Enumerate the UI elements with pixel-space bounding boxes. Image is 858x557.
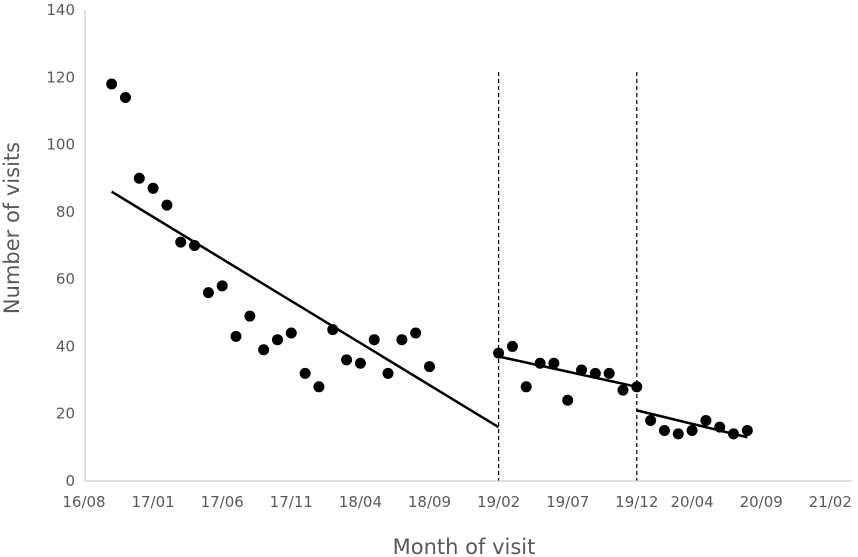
x-tick-label: 17/01 — [131, 493, 174, 511]
data-point — [396, 334, 408, 346]
data-point — [106, 78, 118, 90]
axes — [84, 10, 852, 482]
data-point — [714, 421, 726, 433]
data-point — [672, 428, 684, 440]
data-point — [645, 414, 657, 426]
x-tick-label: 19/02 — [477, 493, 520, 511]
data-point — [631, 381, 643, 393]
data-point — [506, 340, 518, 352]
data-points — [106, 78, 753, 440]
data-point — [230, 330, 242, 342]
data-point — [202, 287, 214, 299]
y-tick-label: 20 — [56, 405, 75, 423]
data-point — [658, 425, 670, 437]
data-point — [244, 310, 256, 322]
x-tick-label: 19/07 — [546, 493, 589, 511]
x-tick-labels: 16/08 17/01 17/06 17/11 18/04 18/09 19/02 19/07… — [62, 493, 852, 511]
data-point — [728, 428, 740, 440]
data-point — [700, 414, 712, 426]
x-tick-label: 18/04 — [339, 493, 382, 511]
x-tick-label: 20/04 — [670, 493, 713, 511]
x-tick-label: 16/08 — [62, 493, 105, 511]
y-tick-labels: 0 20 40 60 80 100 120 140 — [46, 1, 75, 490]
data-point — [686, 425, 698, 437]
data-point — [271, 334, 283, 346]
data-point — [147, 182, 159, 194]
y-tick-label: 120 — [46, 68, 75, 86]
data-point — [424, 361, 435, 373]
data-point — [576, 364, 588, 376]
x-tick-label: 21/02 — [809, 493, 852, 511]
x-tick-label: 17/06 — [201, 493, 244, 511]
y-tick-label: 60 — [56, 270, 75, 288]
trend-line — [110, 190, 500, 429]
x-tick-label: 17/11 — [270, 493, 313, 511]
data-point — [216, 280, 228, 292]
data-point — [175, 236, 187, 248]
data-point — [133, 172, 145, 184]
x-tick-label: 18/09 — [408, 493, 451, 511]
data-point — [562, 394, 574, 406]
data-point — [354, 357, 366, 369]
data-point — [589, 367, 601, 379]
data-point — [410, 327, 422, 339]
data-point — [189, 240, 201, 251]
data-point — [617, 384, 629, 396]
data-point — [341, 354, 353, 366]
x-tick-label: 20/09 — [740, 493, 783, 511]
y-tick-label: 0 — [65, 472, 75, 490]
data-point — [313, 381, 325, 393]
y-tick-label: 140 — [46, 1, 75, 19]
data-point — [161, 199, 173, 211]
y-tick-label: 80 — [56, 203, 75, 221]
data-point — [741, 425, 753, 437]
data-point — [299, 367, 311, 379]
data-point — [493, 347, 505, 359]
data-point — [603, 367, 615, 379]
reference-lines — [498, 72, 638, 481]
data-point — [285, 327, 297, 339]
data-point — [548, 357, 560, 369]
trend-line — [498, 355, 638, 389]
x-tick-label: 19/12 — [615, 493, 658, 511]
data-point — [534, 357, 546, 369]
y-tick-label: 40 — [56, 337, 75, 355]
data-point — [258, 344, 270, 356]
trend-lines — [110, 190, 748, 439]
data-point — [382, 367, 394, 379]
data-point — [368, 334, 380, 346]
data-point — [327, 324, 339, 336]
y-axis-title: Number of visits — [0, 142, 24, 314]
x-axis-title: Month of visit — [393, 535, 536, 557]
data-point — [119, 91, 131, 103]
data-point — [520, 381, 532, 393]
y-tick-label: 100 — [46, 136, 75, 154]
